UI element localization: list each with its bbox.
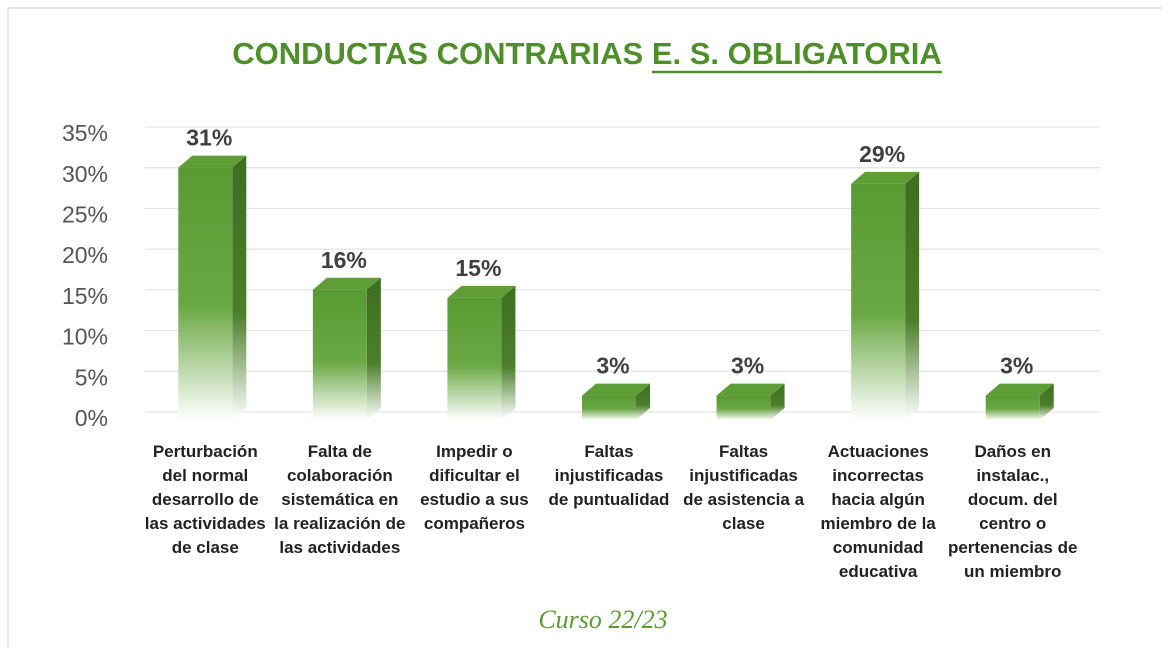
x-tick-label: Daños en instalac., docum. del centro o … <box>947 442 1078 581</box>
bar-top <box>582 383 650 396</box>
bar-side <box>905 171 920 420</box>
y-tick-label: 10% <box>62 324 108 350</box>
bar <box>851 171 920 420</box>
y-tick-label: 15% <box>62 283 108 309</box>
frame-border <box>7 7 1162 649</box>
bar-side <box>232 155 247 421</box>
y-tick-label: 20% <box>62 242 108 268</box>
y-tick-label: 5% <box>75 364 108 390</box>
bar-front <box>582 395 636 420</box>
bar-top <box>178 155 247 168</box>
y-tick-label: 0% <box>75 405 108 431</box>
bar <box>178 155 247 421</box>
x-tick-label: Perturbación del normal desarrollo de la… <box>144 442 266 557</box>
bar-front <box>178 167 233 420</box>
bar-front <box>985 395 1040 420</box>
x-tick-label: Faltas injustificadas de puntualidad <box>548 442 670 509</box>
x-tick-label: Faltas injustificadas de asistencia a cl… <box>683 442 805 533</box>
bar-side <box>366 277 381 420</box>
bar-top <box>985 383 1054 396</box>
bar <box>985 383 1054 420</box>
bar-top <box>312 277 381 290</box>
x-tick-label: Falta de colaboración sistemática en la … <box>274 442 406 557</box>
bar <box>447 285 516 420</box>
bar-side <box>501 285 516 420</box>
bar-front <box>312 289 367 420</box>
y-tick-label: 35% <box>62 120 108 146</box>
bar-side <box>1039 383 1054 420</box>
data-label: 29% <box>859 141 905 167</box>
bar-top <box>851 171 920 184</box>
bar-side <box>636 383 650 420</box>
bar <box>716 383 785 420</box>
chart-title: CONDUCTAS CONTRARIAS E. S. OBLIGATORIA <box>232 36 942 71</box>
data-label: 31% <box>186 125 232 151</box>
bar-top <box>447 285 516 298</box>
data-label: 3% <box>731 353 764 379</box>
bar <box>582 383 650 420</box>
data-label: 3% <box>596 353 629 379</box>
y-tick-label: 25% <box>62 202 108 228</box>
bar <box>312 277 381 420</box>
annotation: Curso 22/23 <box>538 605 667 634</box>
data-label: 16% <box>321 247 367 273</box>
x-tick-label: Impedir o dificultar el estudio a sus co… <box>420 442 529 533</box>
bar-front <box>851 183 906 420</box>
bar-front <box>716 395 771 420</box>
x-tick-label: Actuaciones incorrectas hacia algún miem… <box>820 442 936 581</box>
bar-front <box>447 297 502 420</box>
bar-top <box>716 383 785 396</box>
data-label: 3% <box>1000 353 1033 379</box>
data-label: 15% <box>455 255 501 281</box>
y-tick-label: 30% <box>62 161 108 187</box>
bar-side <box>770 383 785 420</box>
